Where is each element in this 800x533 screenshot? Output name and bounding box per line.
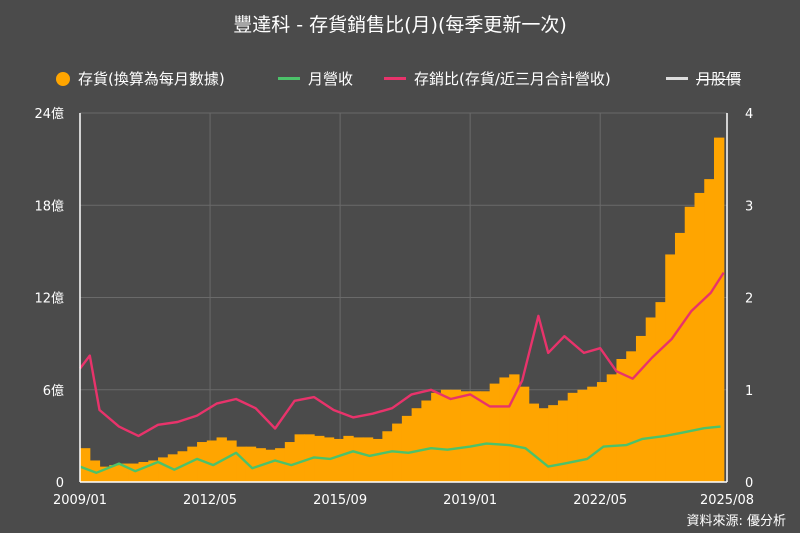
inventory-bar	[109, 465, 120, 482]
revenue-line	[79, 425, 721, 474]
legend-revenue-marker	[278, 77, 300, 80]
inventory-bar	[411, 408, 422, 482]
inventory-bar	[684, 206, 696, 482]
inventory-bar	[333, 438, 344, 482]
legend-price-marker	[666, 77, 688, 80]
inventory-bar	[372, 438, 383, 482]
y-left-tick-label: 24億	[34, 106, 64, 122]
x-tick-label: 2009/01	[53, 493, 107, 508]
inventory-bar	[382, 431, 393, 482]
inventory-bar	[528, 403, 540, 482]
inventory-bar	[362, 437, 374, 482]
inventory-bar	[635, 335, 647, 482]
inventory-bar	[99, 466, 110, 482]
inventory-bar	[626, 351, 637, 482]
source-credit: 資料來源: 優分析	[686, 514, 786, 529]
inventory-bar	[343, 435, 354, 482]
y-right-tick-label: 3	[745, 199, 753, 214]
inventory-bar	[450, 389, 461, 482]
y-right-tick-label: 2	[745, 292, 753, 307]
chart-title: 豐達科 - 存貨銷售比(月)(每季更新一次)	[233, 14, 567, 36]
x-tick-label: 2015/09	[313, 493, 367, 508]
inventory-bar	[538, 408, 549, 482]
y-right-tick-label: 0	[745, 476, 753, 491]
inventory-bar	[460, 391, 471, 482]
inventory-bar	[119, 463, 130, 482]
legend: 存貨(換算為每月數據) 月營收 存銷比(存貨/近三月合計營收) 月股價	[0, 68, 800, 90]
x-tick-label: 2025/08	[700, 493, 754, 508]
inventory-bar	[421, 400, 432, 482]
inventory-bar	[80, 448, 91, 482]
inventory-bar	[655, 302, 666, 482]
legend-item-ratio[interactable]: 存銷比(存貨/近三月合計營收)	[384, 68, 611, 89]
inventory-bar	[557, 400, 569, 482]
inventory-bar	[158, 457, 169, 482]
inventory-bar	[499, 377, 510, 482]
y-left-tick-label: 6億	[43, 383, 64, 399]
legend-revenue-label: 月營收	[308, 70, 354, 88]
inventory-bar	[265, 449, 276, 482]
inventory-bar	[401, 415, 413, 482]
y-left-tick-label: 0	[56, 476, 64, 491]
legend-inventory-marker	[56, 71, 70, 86]
inventory-bar	[577, 389, 588, 482]
inventory-bar	[645, 317, 657, 482]
inventory-bar	[489, 383, 501, 482]
inventory-bar	[206, 440, 218, 482]
legend-ratio-marker	[384, 77, 406, 80]
inventory-bar	[567, 392, 579, 482]
y-right-tick-label: 1	[745, 384, 753, 399]
inventory-bar	[479, 391, 491, 482]
legend-ratio-label: 存銷比(存貨/近三月合計營收)	[414, 70, 611, 88]
y-left-tick-label: 12億	[34, 291, 64, 307]
inventory-bar	[665, 254, 676, 482]
y-left-tick-label: 18億	[34, 198, 64, 214]
inventory-bar	[704, 179, 715, 483]
inventory-bar	[431, 392, 442, 482]
inventory-bar	[440, 389, 452, 482]
inventory-bar	[616, 359, 627, 482]
inventory-bar	[596, 382, 608, 482]
legend-item-price[interactable]: 月股價	[666, 68, 741, 89]
inventory-bar	[470, 391, 481, 482]
inventory-bar	[284, 442, 296, 482]
inventory-bar	[128, 463, 140, 482]
inventory-bar	[187, 446, 198, 482]
inventory-bar	[674, 232, 686, 482]
inventory-bar	[606, 374, 618, 482]
inventory-bar	[713, 137, 725, 482]
x-tick-label: 2012/05	[183, 493, 237, 508]
inventory-bar	[226, 440, 237, 482]
legend-item-inventory[interactable]: 存貨(換算為每月數據)	[56, 68, 225, 89]
x-tick-label: 2022/05	[573, 493, 627, 508]
ratio-line	[79, 271, 725, 438]
legend-inventory-label: 存貨(換算為每月數據)	[78, 70, 225, 88]
inventory-bar	[518, 386, 530, 482]
inventory-bar	[275, 448, 286, 482]
x-tick-label: 2019/01	[443, 493, 497, 508]
y-right-tick-label: 4	[745, 107, 753, 122]
inventory-bar	[548, 405, 559, 482]
inventory-bar	[245, 446, 257, 482]
inventory-bar	[587, 386, 598, 482]
legend-price-label: 月股價	[696, 70, 742, 88]
inventory-bar	[148, 460, 159, 482]
inventory-bar	[138, 462, 149, 482]
legend-item-revenue[interactable]: 月營收	[278, 68, 353, 89]
inventory-bar	[694, 192, 705, 482]
inventory-bar	[353, 437, 364, 482]
inventory-bar	[509, 374, 520, 482]
inventory-bar	[294, 434, 305, 482]
inventory-bar	[236, 446, 247, 482]
